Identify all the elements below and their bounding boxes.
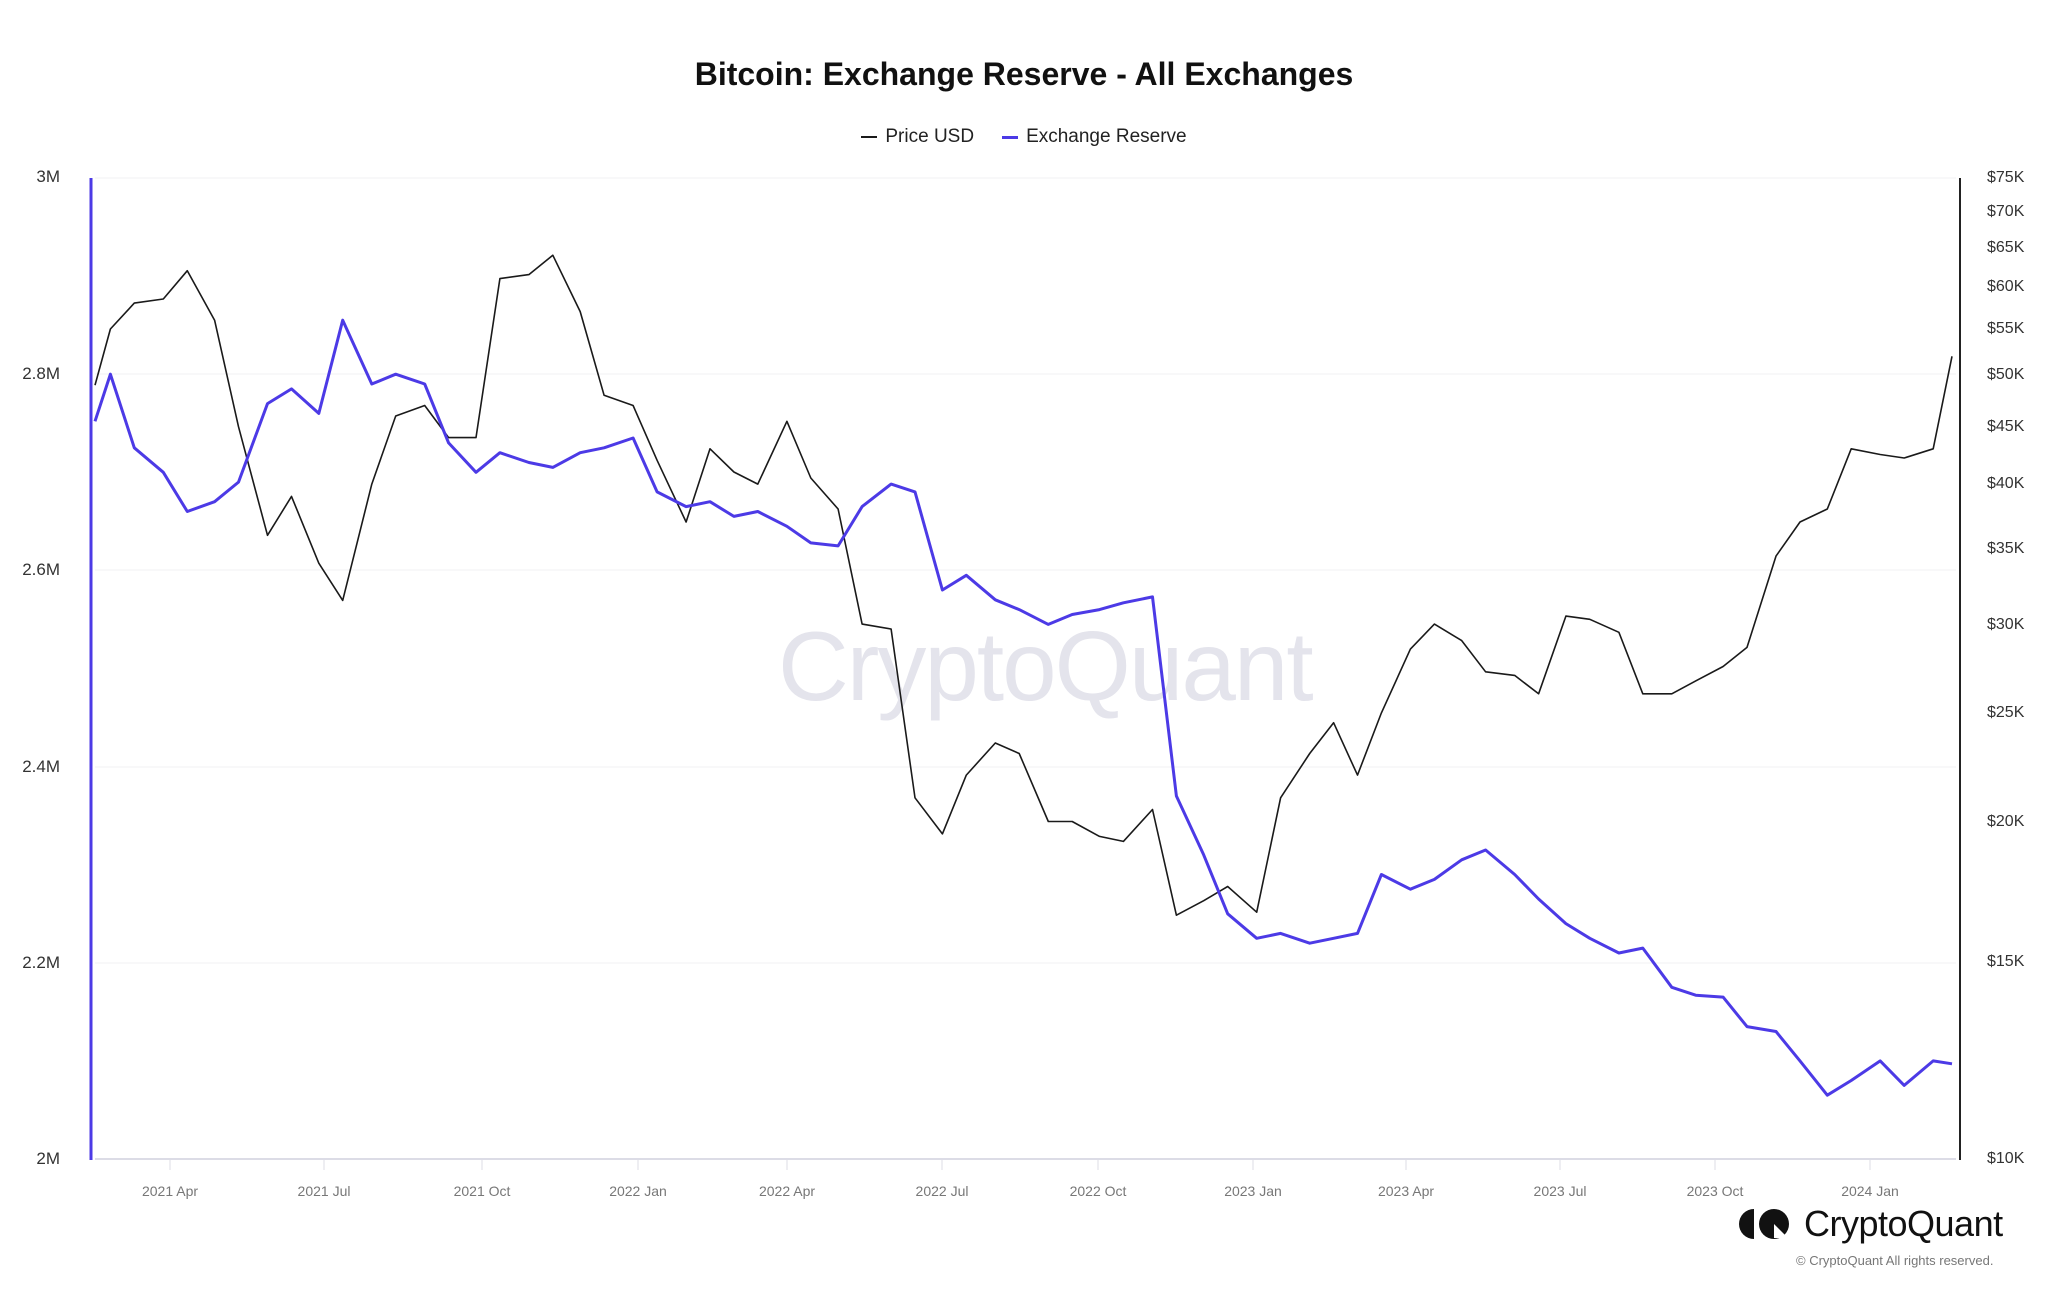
right-axis-label: $50K [1987,366,2025,383]
x-axis-label: 2023 Jul [1533,1183,1587,1199]
brand-logo: CryptoQuant [1738,1203,2003,1245]
reserve-line-swatch-icon [1002,135,1019,139]
chart-legend: Price USD Exchange Reserve [0,126,2048,148]
chart-title: Bitcoin: Exchange Reserve - All Exchange… [694,56,1354,92]
price-line-swatch-icon [861,136,878,138]
gridlines [95,177,1956,964]
right-axis-label: $15K [1987,953,2025,970]
left-axis-label: 2.2M [22,953,60,972]
left-axis-label: 2.8M [22,364,60,383]
legend-label-price: Price USD [885,126,975,147]
right-axis-label: $10K [1987,1150,2025,1167]
x-axis-label: 2022 Jul [915,1183,969,1199]
right-axis-label: $70K [1987,203,2025,220]
brand-name: CryptoQuant [1804,1203,2003,1244]
x-axis-label: 2023 Jan [1224,1183,1282,1199]
x-axis-label: 2023 Apr [1377,1183,1435,1199]
right-axis-label: $60K [1987,278,2025,295]
left-axis-label: 2M [36,1149,60,1168]
legend-item-reserve[interactable]: Exchange Reserve [1002,126,1187,148]
left-axis-label: 2.6M [22,560,60,579]
right-axis-label: $55K [1987,320,2025,337]
copyright-text: © CryptoQuant All rights reserved. [1796,1253,1994,1268]
right-axis-label: $40K [1987,475,2025,492]
x-axis-label: 2024 Jan [1841,1183,1899,1199]
x-axis-label: 2022 Apr [758,1183,816,1199]
exchange-reserve-line [93,318,1953,1097]
right-axis-label: $45K [1987,418,2025,435]
right-axis-label: $65K [1987,239,2025,256]
right-axis-label: $20K [1987,813,2025,830]
x-axis-label: 2021 Jul [297,1183,351,1199]
right-axis-label: $35K [1987,540,2025,557]
right-axis-label: $30K [1987,616,2025,633]
left-axis-label: 3M [36,167,60,186]
x-axis-label: 2021 Oct [453,1183,511,1199]
x-axis-ticks [169,1160,1871,1170]
legend-label-reserve: Exchange Reserve [1026,126,1187,147]
price-usd-line [94,254,1953,917]
x-axis-label: 2021 Apr [141,1183,199,1199]
legend-item-price[interactable]: Price USD [861,126,974,148]
left-axis-label: 2.4M [22,757,60,776]
right-axis-label: $75K [1987,169,2025,186]
cryptoquant-logo-icon [1739,1209,1789,1239]
x-axis-label: 2022 Jan [609,1183,667,1199]
x-axis-label: 2022 Oct [1069,1183,1127,1199]
right-axis-label: $25K [1987,704,2025,721]
x-axis-label: 2023 Oct [1686,1183,1744,1199]
